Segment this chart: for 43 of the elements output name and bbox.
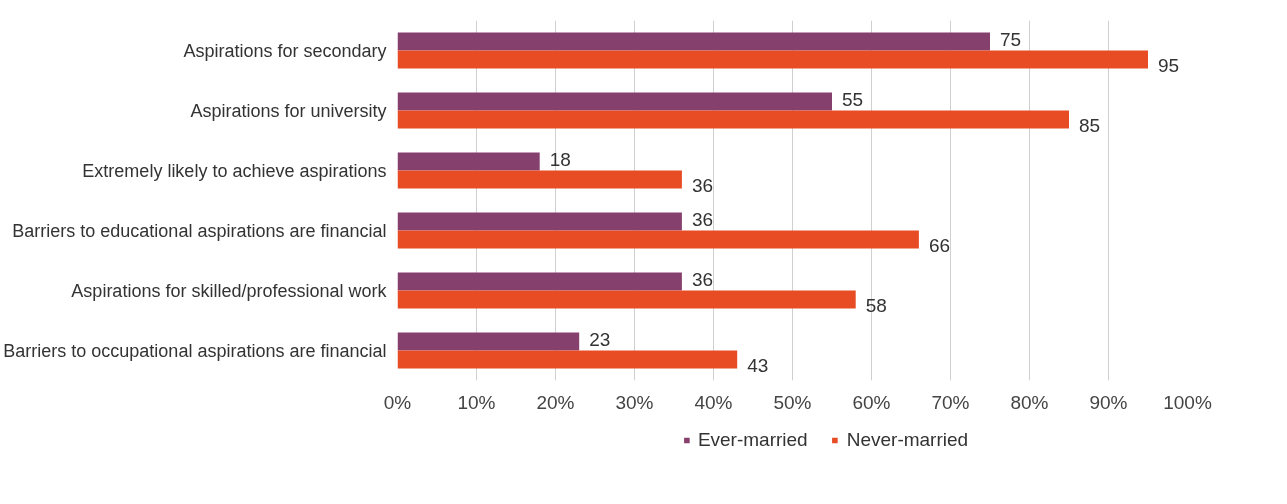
y-tick-label: Extremely likely to achieve aspirations [82,160,387,181]
bar [397,272,682,291]
bar [397,92,832,111]
y-tick-label: Barriers to occupational aspirations are financial [3,340,387,361]
y-tick-label: Barriers to educational aspirations are financial [12,220,387,241]
x-tick-label: 100% [1163,391,1212,413]
bar [397,110,1069,129]
bar [397,212,682,231]
data-label: 95 [1158,55,1180,76]
data-label: 66 [928,235,951,256]
y-tick-label: Aspirations for university [190,100,387,121]
bar [397,290,856,309]
x-tick-label: 40% [694,391,733,413]
data-label: 85 [1079,115,1101,136]
data-label: 58 [865,295,887,316]
x-tick-label: 20% [536,391,575,413]
x-tick-label: 0% [383,391,412,413]
bar [397,50,1148,69]
bar [397,332,580,351]
x-tick-label: 50% [773,391,812,413]
bar [397,230,919,249]
data-label: 36 [691,175,714,196]
data-label: 18 [549,149,571,170]
data-label: 36 [691,209,714,230]
x-tick-label: 90% [1089,391,1128,413]
x-tick-label: 70% [931,391,970,413]
data-label: 36 [691,269,714,290]
bar [397,350,738,369]
legend-label: Never-married [846,429,969,451]
x-tick-label: 30% [615,391,654,413]
data-label: 55 [842,89,864,110]
legend-label: Ever-married [697,429,808,451]
data-label: 23 [589,329,611,350]
bar [397,170,682,189]
bar [397,32,990,51]
y-tick-label: Aspirations for skilled/professional work [71,280,388,301]
data-label: 75 [1000,29,1022,50]
y-tick-label: Aspirations for secondary [183,40,387,61]
x-tick-label: 60% [852,391,891,413]
data-label: 43 [747,355,769,376]
x-tick-label: 10% [457,391,496,413]
x-tick-label: 80% [1010,391,1049,413]
bar [397,152,540,171]
